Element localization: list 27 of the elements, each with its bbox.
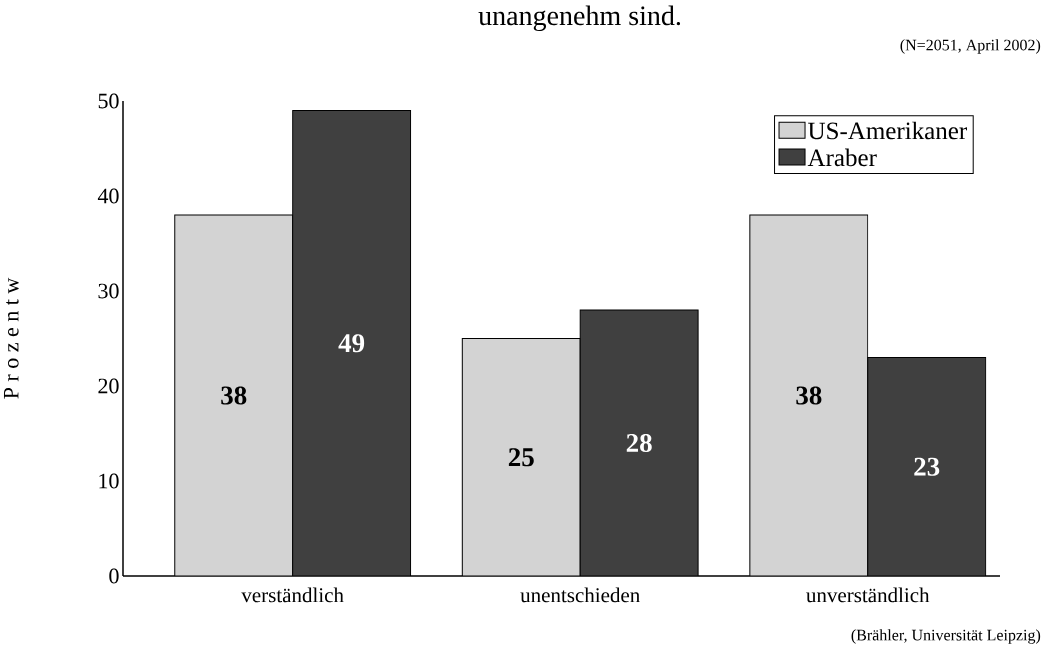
- data-label: 49: [338, 334, 365, 353]
- bar: [292, 109, 412, 576]
- data-label: 38: [221, 386, 247, 405]
- y-tick-label: 0: [109, 568, 119, 584]
- bar: [579, 309, 699, 576]
- chart-title: unangenehm sind.: [478, 5, 681, 31]
- y-tick-label: 20: [98, 378, 119, 394]
- data-label: 28: [626, 433, 652, 453]
- bar: [749, 214, 869, 576]
- y-axis-title: P r o z e n t w: [3, 277, 19, 399]
- text: (N=2051, April 2002): [900, 39, 1041, 54]
- text: (Brähler, Universität Leipzig): [851, 629, 1041, 644]
- data-label: 25: [508, 448, 534, 467]
- bar: [867, 357, 987, 576]
- data-label: 38: [796, 386, 822, 405]
- y-tick-label: 40: [97, 188, 119, 204]
- x-tick-label: verständlich: [241, 587, 344, 603]
- legend-label: Araber: [807, 148, 877, 167]
- data-label: 23: [914, 457, 940, 476]
- y-tick-label: 50: [98, 93, 119, 109]
- bar: [461, 338, 581, 576]
- x-tick-label: unverständlich: [806, 587, 930, 603]
- x-tick-label: unentschieden: [520, 587, 640, 603]
- legend-label: US-Amerikaner: [808, 121, 967, 140]
- bar: [174, 214, 294, 576]
- y-tick-label: 30: [98, 283, 119, 299]
- y-tick-label: 10: [99, 473, 119, 489]
